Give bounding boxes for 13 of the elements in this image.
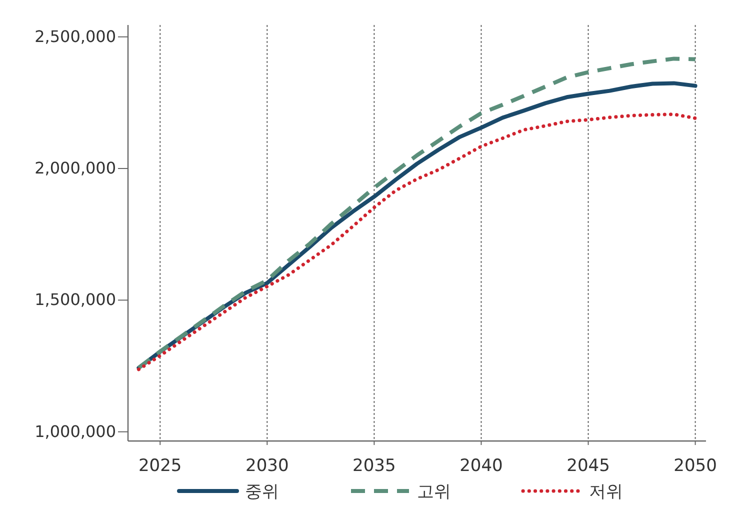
legend-label: 고위 <box>417 482 451 502</box>
x-tick-label: 2025 <box>138 456 182 476</box>
x-tick-label: 2035 <box>352 456 396 476</box>
y-tick-label: 2,000,000 <box>34 158 116 178</box>
y-tick-label: 1,000,000 <box>34 422 116 441</box>
legend-label: 중위 <box>245 482 279 502</box>
x-tick-label: 2040 <box>460 456 503 476</box>
y-tick-label: 1,500,000 <box>34 290 116 310</box>
x-tick-label: 2050 <box>674 456 717 476</box>
y-tick-label: 2,500,000 <box>34 26 116 46</box>
x-tick-label: 2045 <box>566 456 610 476</box>
x-tick-label: 2030 <box>246 456 289 476</box>
legend-label: 저위 <box>589 482 623 502</box>
